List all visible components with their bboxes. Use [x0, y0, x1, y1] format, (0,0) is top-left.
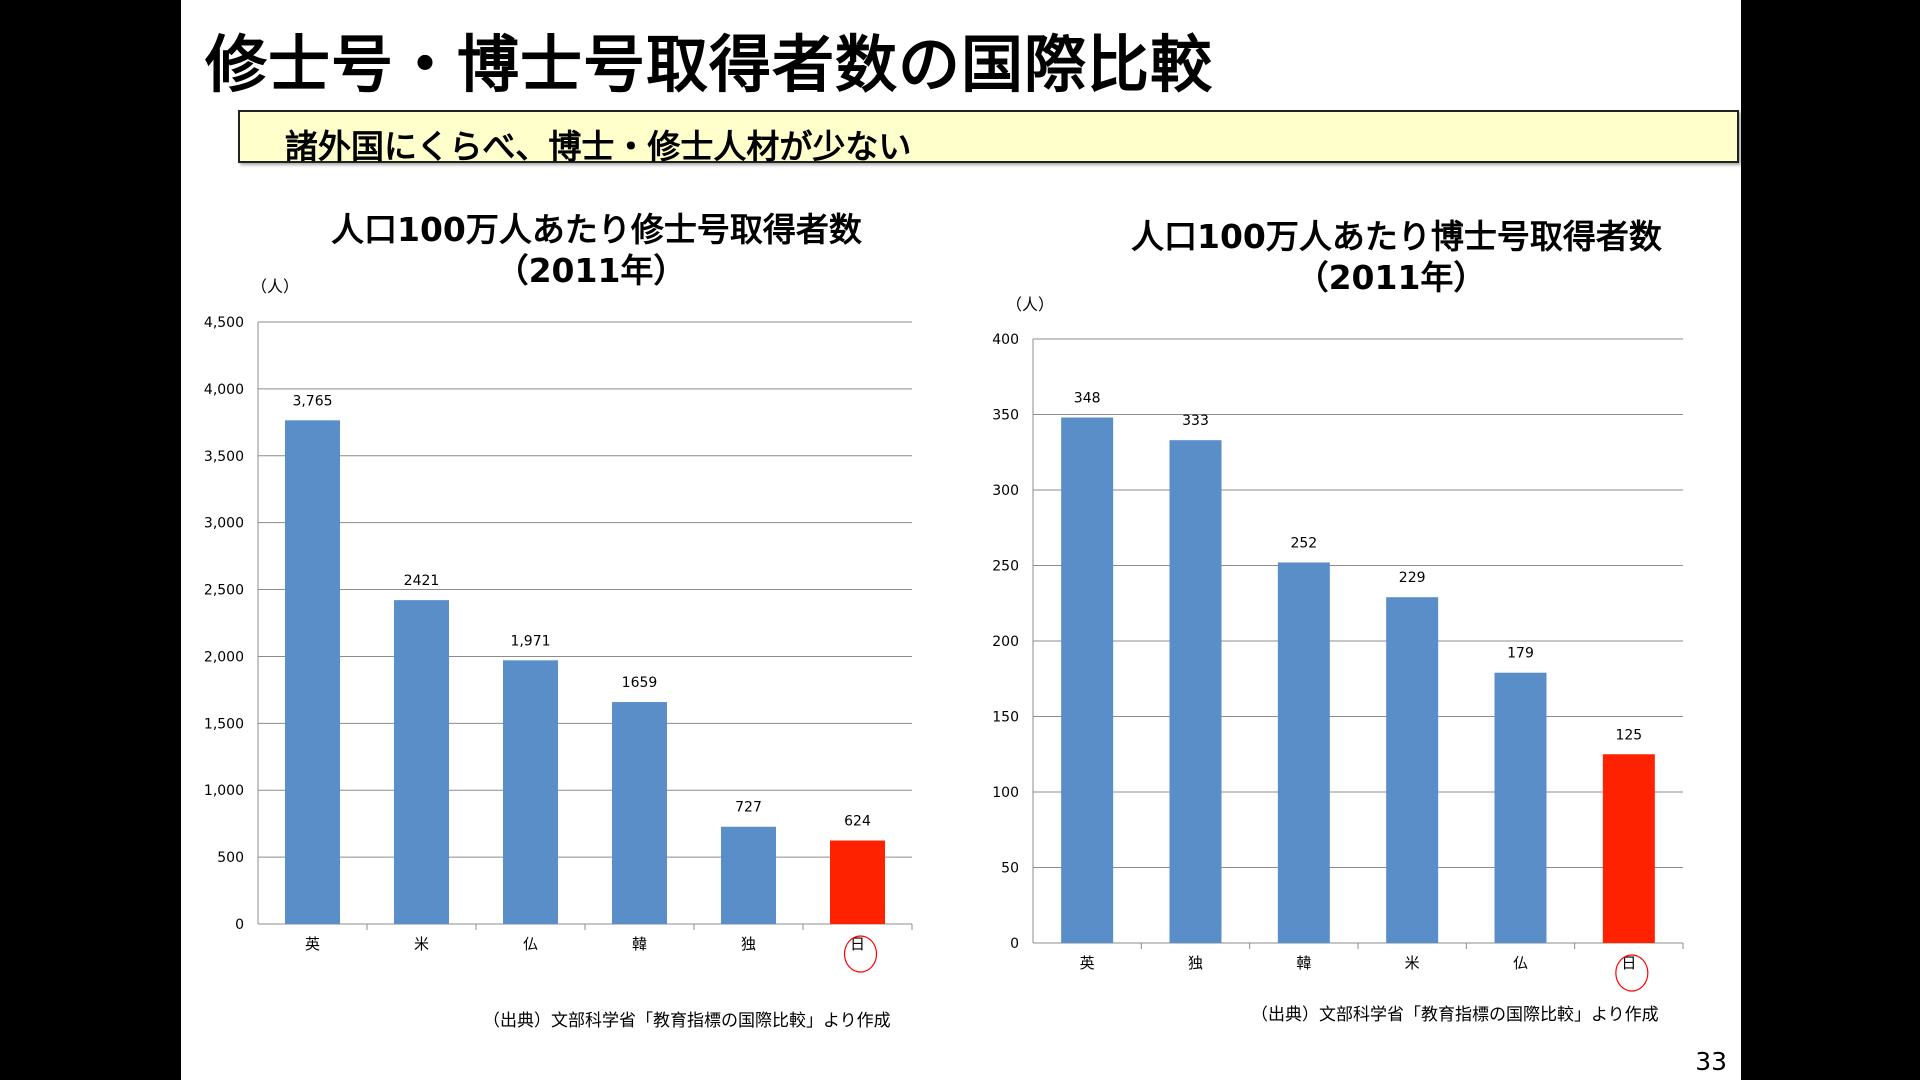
doctoral-bar	[1061, 417, 1114, 943]
doctoral-bar	[1602, 754, 1655, 943]
doctoral-category-label: 米	[1405, 954, 1420, 972]
doctoral-data-label: 333	[1182, 413, 1209, 429]
doctoral-category-label: 韓	[1296, 954, 1311, 972]
masters-ytick-label: 4,000	[204, 382, 244, 398]
doctoral-ytick-label: 150	[992, 710, 1019, 726]
doctoral-ytick-label: 200	[992, 634, 1019, 650]
chart-doctoral: 0 50 100 150 200 250 300 350 400 348 英 333 独 252 韓 229 米…	[992, 332, 1684, 992]
masters-category-label: 仏	[523, 935, 538, 953]
masters-bar	[394, 600, 449, 924]
masters-ytick-label: 3,000	[204, 516, 244, 532]
subtitle-box: 諸外国にくらべ、博士・修士人材が少ない	[238, 110, 1739, 166]
chart-title-masters-line1: 人口100万人あたり修士号取得者数	[331, 210, 862, 249]
masters-data-label: 624	[844, 814, 871, 830]
chart-title-masters-line2: （2011年）	[495, 251, 687, 290]
doctoral-ytick-label: 350	[992, 408, 1019, 424]
masters-ytick-label: 2,500	[204, 583, 244, 599]
doctoral-ytick-label: 400	[992, 332, 1019, 348]
masters-data-label: 1,971	[510, 633, 550, 649]
unit-label-doctoral: （人）	[1006, 295, 1055, 314]
doctoral-data-label: 229	[1399, 570, 1426, 586]
page-number: 33	[1695, 1047, 1727, 1076]
doctoral-category-label: 日	[1621, 954, 1636, 972]
slide: 修士号・博士号取得者数の国際比較 諸外国にくらべ、博士・修士人材が少ない 人口1…	[181, 0, 1741, 1080]
masters-ytick-label: 1,000	[204, 783, 244, 799]
source-note-doctoral: （出典）文部科学省「教育指標の国際比較」より作成	[1251, 1005, 1659, 1025]
chart-title-doctoral: 人口100万人あたり博士号取得者数 （2011年）	[1131, 216, 1662, 298]
masters-data-label: 3,765	[292, 393, 332, 409]
chart-title-doctoral-line2: （2011年）	[1295, 258, 1487, 297]
doctoral-bar	[1386, 597, 1439, 943]
doctoral-data-label: 125	[1615, 727, 1642, 743]
masters-ytick-label: 1,500	[204, 716, 244, 732]
slide-title: 修士号・博士号取得者数の国際比較	[205, 28, 1214, 101]
doctoral-ytick-label: 0	[1010, 936, 1019, 952]
doctoral-ytick-label: 300	[992, 483, 1019, 499]
masters-category-label: 米	[414, 935, 429, 953]
chart-title-masters: 人口100万人あたり修士号取得者数 （2011年）	[331, 209, 862, 291]
masters-bar	[503, 660, 558, 924]
masters-ytick-label: 500	[217, 850, 244, 866]
masters-category-label: 日	[850, 935, 865, 953]
masters-ytick-label: 2,000	[204, 649, 244, 665]
masters-category-label: 韓	[632, 935, 647, 953]
doctoral-ytick-label: 50	[1001, 861, 1019, 877]
doctoral-category-label: 英	[1080, 954, 1095, 972]
doctoral-ytick-label: 100	[992, 785, 1019, 801]
masters-ytick-label: 3,500	[204, 449, 244, 465]
unit-label-masters: （人）	[251, 277, 300, 296]
masters-bar	[612, 702, 667, 924]
masters-category-label: 独	[741, 935, 756, 953]
doctoral-data-label: 348	[1074, 391, 1101, 407]
doctoral-data-label: 252	[1290, 535, 1317, 551]
chart-title-doctoral-line1: 人口100万人あたり博士号取得者数	[1131, 217, 1662, 256]
doctoral-highlight-circle	[1615, 954, 1649, 992]
doctoral-category-label: 独	[1188, 954, 1203, 972]
masters-bar	[285, 420, 340, 924]
masters-category-label: 英	[305, 935, 320, 953]
doctoral-bar	[1277, 562, 1330, 943]
doctoral-bar	[1494, 672, 1547, 943]
masters-data-label: 1659	[622, 675, 658, 691]
source-note-masters: （出典）文部科学省「教育指標の国際比較」より作成	[483, 1011, 891, 1031]
masters-data-label: 2421	[404, 573, 440, 589]
chart-masters: 0 500 1,000 1,500 2,000 2,500 3,000 3,500 4,000 4…	[204, 315, 913, 973]
doctoral-data-label: 179	[1507, 646, 1534, 662]
masters-highlight-circle	[843, 935, 878, 973]
masters-ytick-label: 4,500	[204, 315, 244, 331]
subtitle-text: 諸外国にくらべ、博士・修士人材が少ない	[285, 127, 912, 166]
masters-ytick-label: 0	[235, 917, 244, 933]
masters-data-label: 727	[735, 800, 762, 816]
doctoral-ytick-label: 250	[992, 559, 1019, 575]
masters-bar	[721, 826, 776, 924]
masters-bar	[830, 840, 885, 924]
doctoral-bar	[1169, 440, 1222, 943]
doctoral-category-label: 仏	[1513, 954, 1528, 972]
